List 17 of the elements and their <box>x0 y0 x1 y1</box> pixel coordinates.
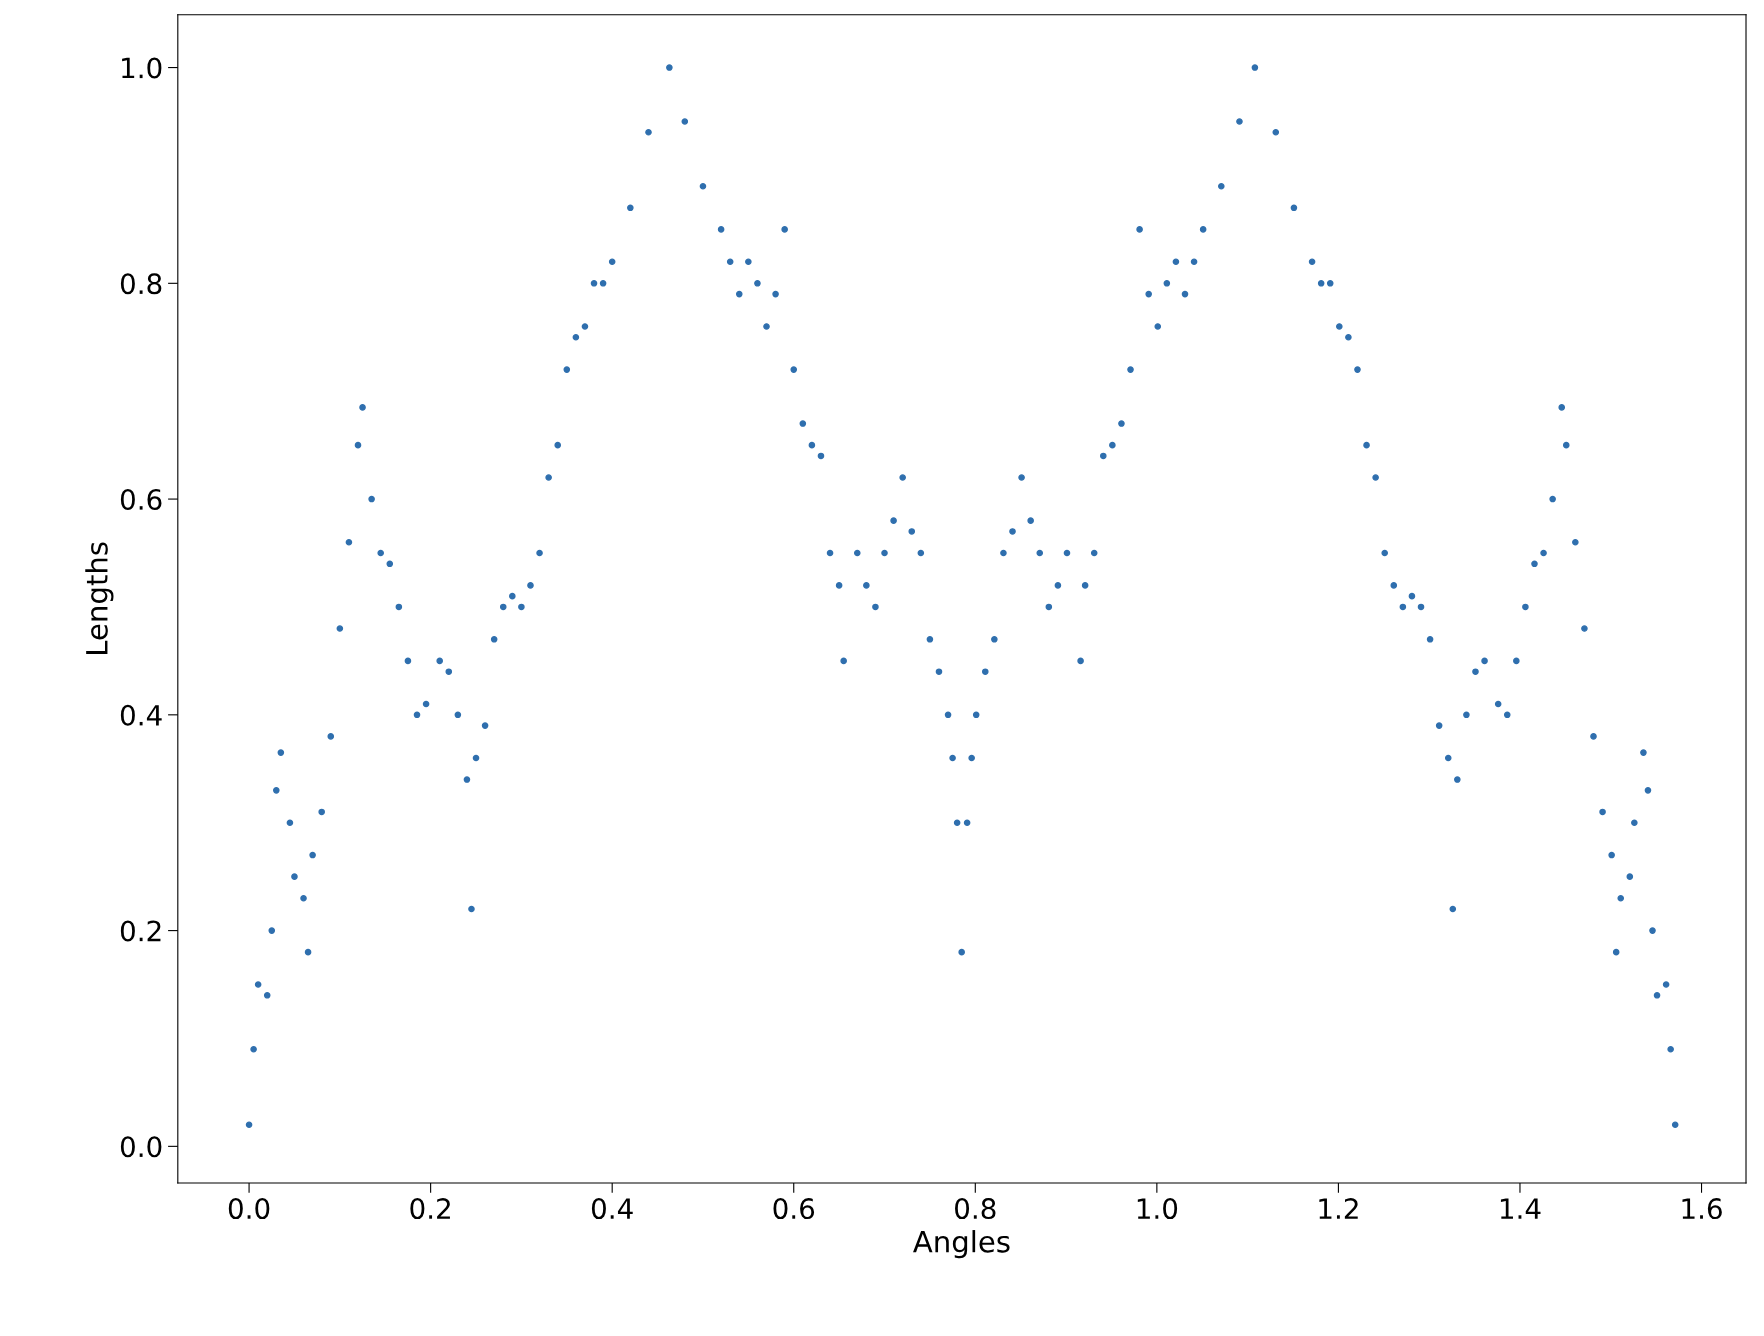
x-tick-label: 1.6 <box>1682 1198 1722 1220</box>
x-tick-label: 0.0 <box>228 1198 270 1220</box>
x-tick-label: 1.4 <box>1500 1198 1541 1219</box>
y-tick-label: 0.2 <box>120 920 161 942</box>
x-tick-label: 0.2 <box>410 1198 450 1220</box>
y-tick-label: 0.0 <box>120 1136 162 1158</box>
x-tick-label: 0.6 <box>773 1198 815 1220</box>
y-tick-label: 0.8 <box>120 273 162 295</box>
y-tick-label: 1.0 <box>122 57 162 79</box>
x-axis-title: Angles <box>913 1230 1010 1259</box>
x-tick-label: 0.4 <box>591 1198 633 1220</box>
x-tick-label: 1.2 <box>1319 1198 1358 1219</box>
x-tick-label: 0.8 <box>955 1198 996 1220</box>
x-tick-label: 1.0 <box>1137 1198 1178 1220</box>
y-axis-title: Lengths <box>85 542 114 654</box>
y-tick-label: 0.6 <box>120 489 162 511</box>
y-tick-label: 0.4 <box>120 704 162 726</box>
